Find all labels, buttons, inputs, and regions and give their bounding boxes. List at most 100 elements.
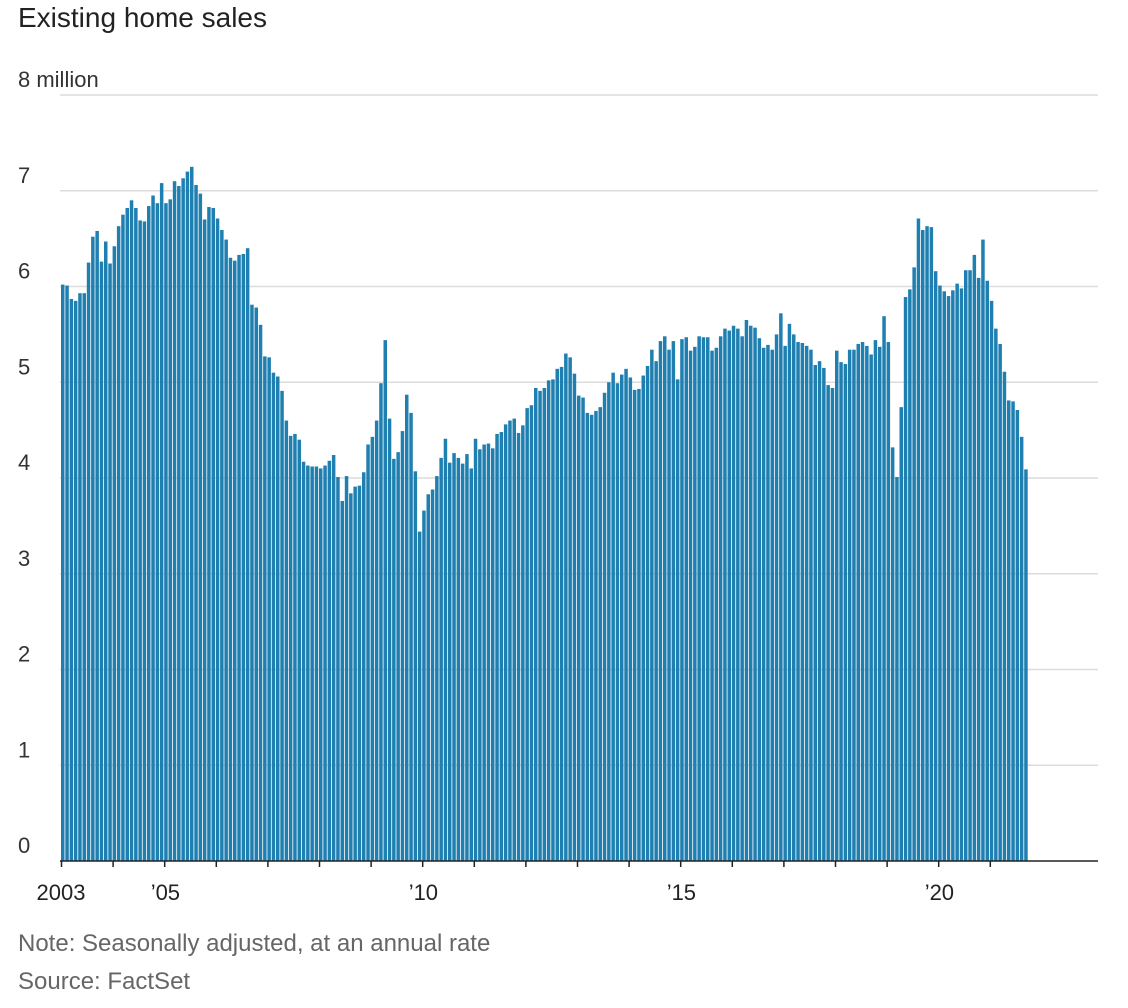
- bar: [607, 382, 611, 861]
- bar: [379, 383, 383, 861]
- bar: [439, 457, 443, 861]
- bar: [396, 452, 400, 861]
- bar: [400, 431, 405, 861]
- bar: [108, 263, 112, 861]
- bar: [611, 372, 615, 861]
- bar: [1007, 400, 1011, 861]
- bar: [804, 345, 809, 861]
- bar: [641, 375, 645, 861]
- bar: [933, 271, 938, 861]
- bar: [714, 347, 719, 861]
- bar: [486, 443, 491, 861]
- bar: [989, 300, 994, 861]
- bar: [177, 185, 181, 861]
- bar: [362, 472, 366, 861]
- bar: [650, 349, 654, 861]
- y-tick-label: 0: [18, 833, 30, 858]
- x-tick-label: ’15: [667, 880, 696, 905]
- bar: [822, 367, 826, 861]
- y-tick-label: 6: [18, 259, 30, 284]
- bar: [675, 379, 680, 861]
- bar: [663, 336, 667, 861]
- bar: [125, 207, 129, 862]
- bar: [624, 368, 628, 861]
- bar: [280, 390, 284, 861]
- bar: [211, 207, 215, 862]
- x-tick-label: 2003: [37, 880, 86, 905]
- bar: [267, 357, 271, 861]
- bar: [964, 270, 968, 862]
- y-tick-label: 4: [18, 450, 30, 475]
- bar: [353, 486, 357, 861]
- bar: [512, 418, 516, 861]
- bar: [770, 349, 774, 861]
- bar: [323, 465, 327, 861]
- bar: [297, 439, 301, 861]
- bar: [383, 340, 387, 861]
- bar: [392, 458, 396, 861]
- bar: [207, 207, 211, 861]
- bar: [680, 339, 684, 861]
- bar: [374, 420, 379, 861]
- bar: [710, 350, 714, 861]
- bar: [740, 336, 744, 861]
- bar: [430, 489, 435, 861]
- bar: [847, 349, 852, 861]
- bar: [946, 296, 951, 861]
- bar: [456, 457, 461, 861]
- bar: [344, 476, 349, 861]
- chart-note: Note: Seasonally adjusted, at an annual …: [18, 930, 491, 957]
- bar: [78, 293, 82, 861]
- bar: [370, 436, 375, 861]
- bar: [899, 407, 903, 861]
- bar: [753, 327, 757, 861]
- bar: [787, 323, 792, 862]
- bar: [959, 288, 964, 861]
- bar: [503, 424, 508, 861]
- bar: [529, 405, 534, 861]
- bar: [202, 219, 207, 862]
- bar: [387, 418, 392, 861]
- bar: [284, 420, 289, 861]
- bar: [916, 218, 921, 861]
- bar: [589, 414, 594, 861]
- bar: [91, 236, 95, 861]
- bar: [542, 387, 547, 861]
- bar: [82, 293, 86, 861]
- bar: [65, 285, 69, 861]
- bar: [882, 316, 886, 861]
- bar: [194, 185, 198, 861]
- bar: [972, 254, 977, 861]
- bar: [921, 230, 925, 861]
- bar: [155, 203, 160, 861]
- bar: [577, 395, 581, 861]
- x-tick-label: ’20: [925, 880, 954, 905]
- bar: [435, 476, 439, 861]
- bar: [718, 336, 723, 861]
- bar: [581, 397, 585, 861]
- bar: [172, 181, 177, 861]
- bar: [912, 267, 916, 862]
- bar: [465, 454, 469, 861]
- bar: [349, 493, 353, 861]
- bar: [460, 463, 465, 861]
- bar: [564, 353, 568, 861]
- bar: [568, 357, 572, 861]
- bar: [697, 336, 701, 861]
- bar: [254, 307, 258, 861]
- bar: [628, 377, 633, 861]
- bar: [994, 328, 998, 861]
- bar: [602, 392, 607, 861]
- bar: [968, 270, 972, 862]
- bar: [826, 385, 830, 861]
- bar: [104, 241, 108, 861]
- bar: [237, 254, 241, 861]
- bar: [327, 460, 332, 861]
- bar: [164, 203, 168, 861]
- bar: [293, 433, 297, 861]
- x-axis-ticks: [60, 861, 992, 867]
- bar: [985, 280, 989, 861]
- bar: [749, 325, 753, 861]
- bar: [813, 365, 817, 861]
